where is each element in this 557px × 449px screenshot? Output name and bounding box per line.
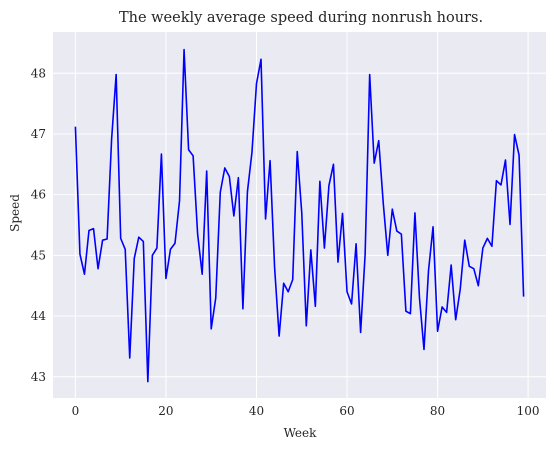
x-tick-label: 80 (430, 404, 445, 418)
x-tick-labels: 0 20 40 60 80 100 (72, 404, 540, 418)
x-tick-label: 60 (339, 404, 354, 418)
plot-background (53, 32, 546, 398)
y-tick-labels: 43 44 45 46 47 48 (31, 66, 47, 383)
x-axis-label: Week (284, 426, 318, 440)
y-tick-label: 45 (31, 248, 46, 262)
x-tick-label: 40 (249, 404, 264, 418)
x-tick-label: 100 (517, 404, 540, 418)
y-axis-label: Speed (8, 194, 22, 232)
y-tick-label: 44 (31, 309, 47, 323)
x-tick-label: 0 (72, 404, 80, 418)
x-tick-label: 20 (158, 404, 173, 418)
y-tick-label: 46 (31, 188, 46, 202)
y-tick-label: 48 (31, 66, 46, 80)
series-line (74, 48, 525, 383)
y-tick-label: 47 (31, 127, 46, 141)
y-tick-label: 43 (31, 370, 46, 384)
chart-title: The weekly average speed during nonrush … (119, 10, 483, 26)
